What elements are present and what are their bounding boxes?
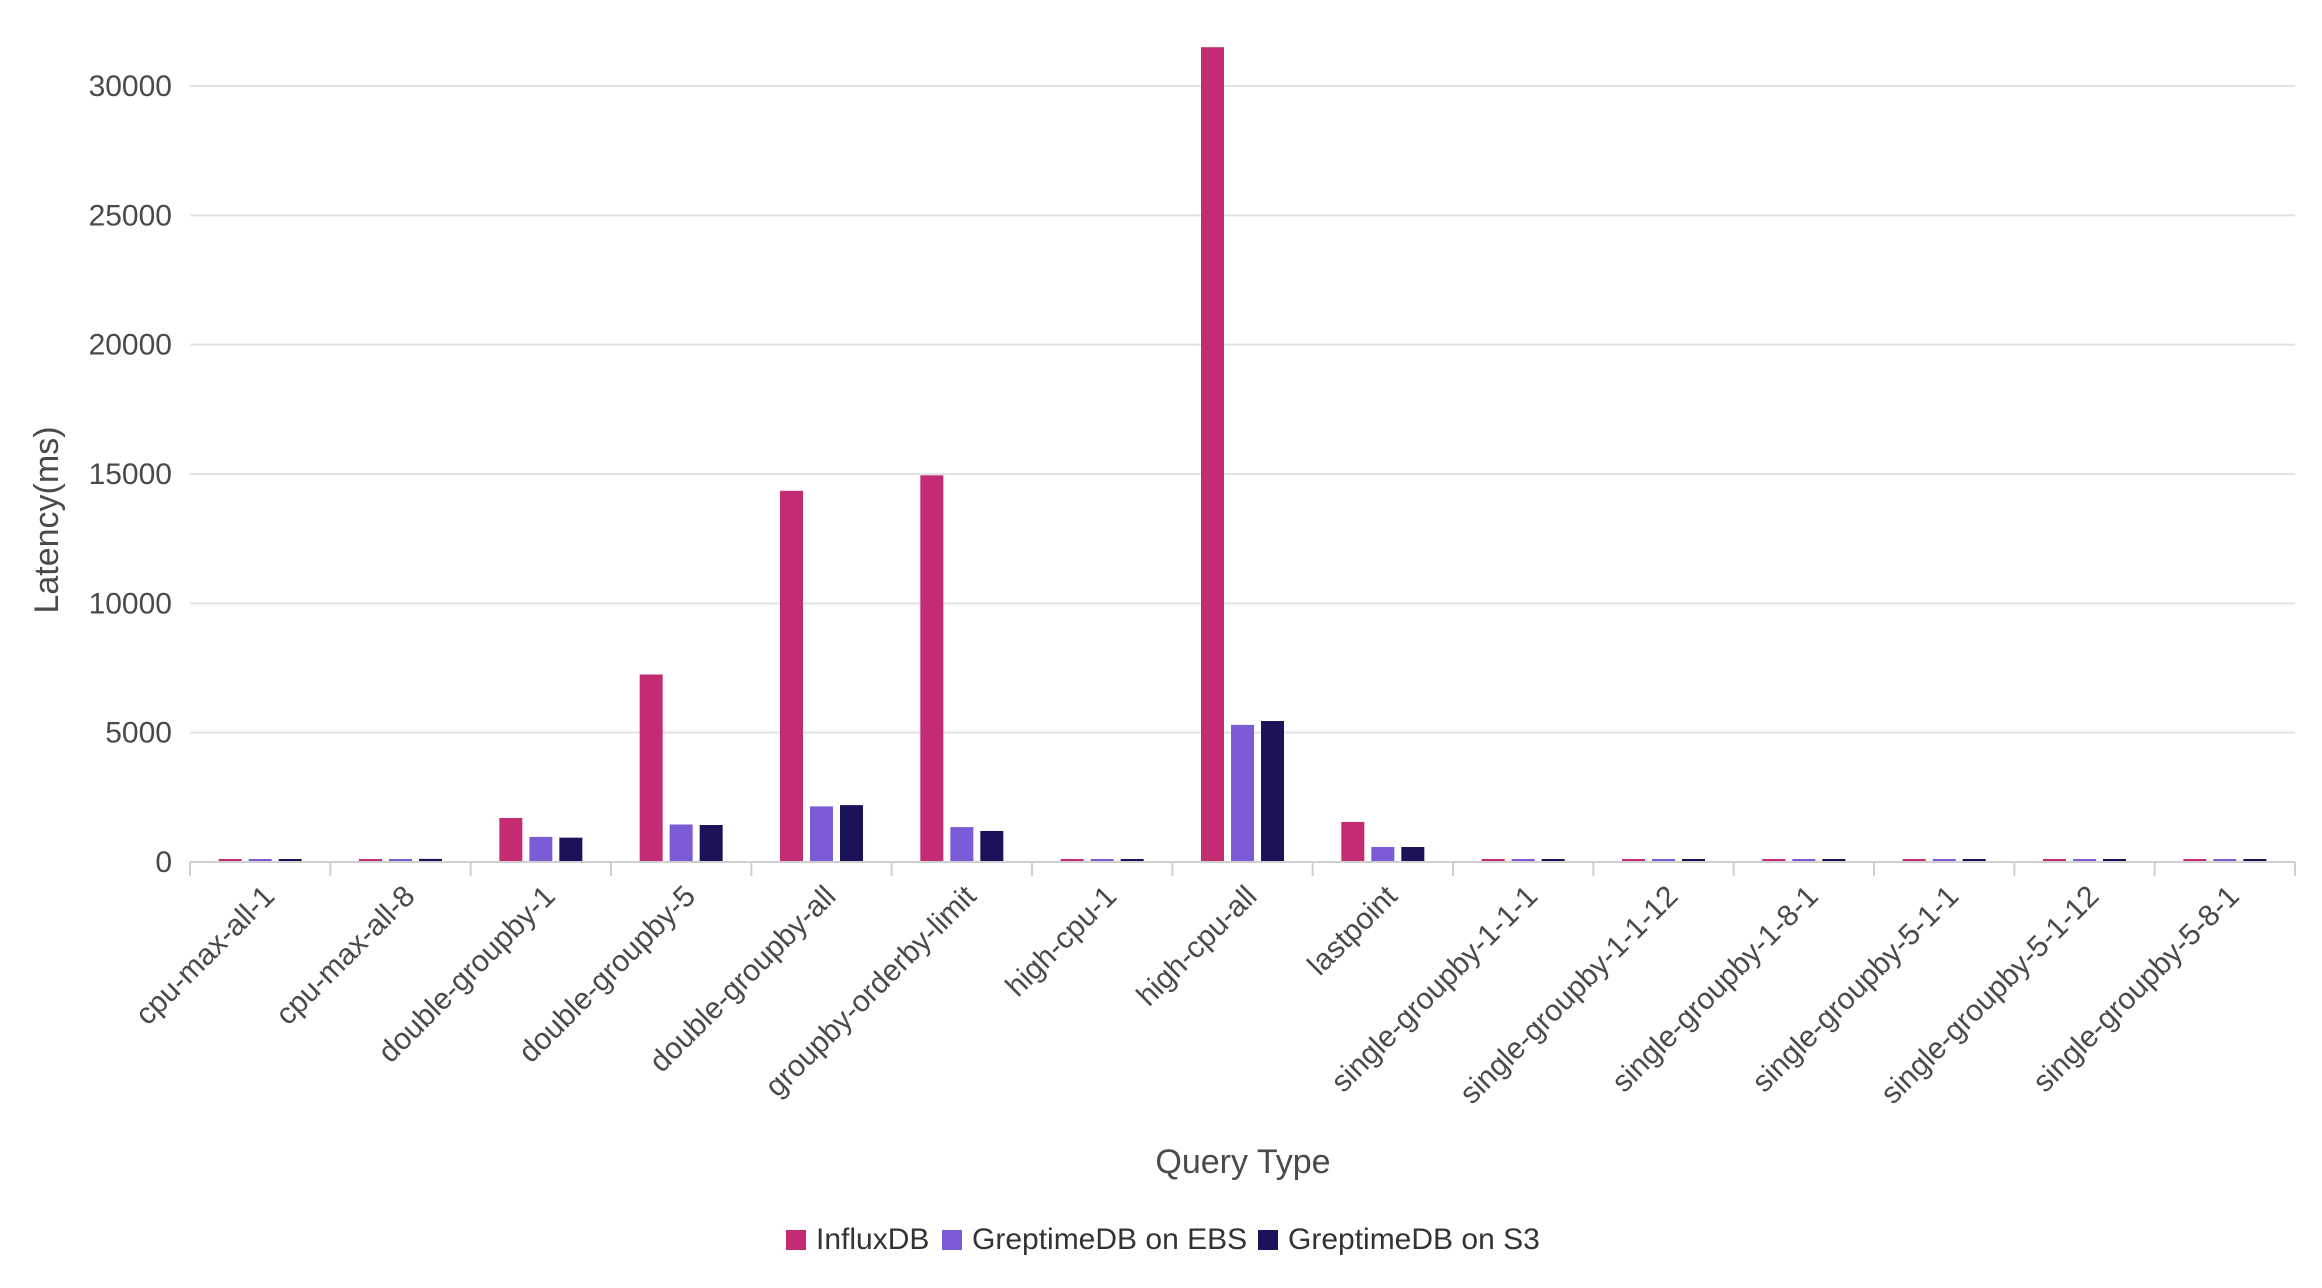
legend: InfluxDB GreptimeDB on EBS GreptimeDB on S… [786,1223,1540,1256]
bar-cpu-max-all-1-3 [278,859,302,862]
bar-double-groupby-1-1 [499,818,523,862]
bar-double-groupby-all-2 [810,806,833,862]
bar-cpu-max-all-8-3 [419,858,442,862]
bar-cpu-max-all-1-2 [248,859,272,862]
y-tick-label: 20000 [89,329,172,362]
bar-double-groupby-5-3 [699,825,723,862]
x-tick-label: high-cpu-1 [1000,880,1124,1004]
x-tick-label: cpu-max-all-8 [270,880,422,1032]
bar-double-groupby-5-1 [639,674,663,862]
bar-high-cpu-all-3 [1261,721,1284,862]
y-tick-label: 0 [155,846,172,879]
y-axis-title: Latency(ms) [28,426,66,613]
bar-high-cpu-1-1 [1060,859,1084,862]
y-tick-label: 30000 [89,70,172,103]
legend-label: GreptimeDB on S3 [1288,1223,1540,1256]
bar-single-groupby-5-8-1-1 [2183,859,2207,862]
bar-groupby-orderby-limit-3 [980,830,1004,862]
legend-swatch [942,1230,962,1250]
bar-high-cpu-all-2 [1231,724,1254,862]
legend-swatch [786,1230,806,1250]
x-tick-label: lastpoint [1301,879,1404,982]
bar-single-groupby-5-1-12-2 [2073,859,2096,862]
bar-single-groupby-5-1-12-1 [2043,859,2066,862]
x-tick-label: high-cpu-all [1130,880,1263,1013]
bars [218,47,2267,862]
bar-double-groupby-5-2 [669,824,693,862]
bar-high-cpu-1-2 [1090,859,1114,862]
x-axis-ticks: cpu-max-all-1cpu-max-all-8double-groupby… [129,862,2296,1110]
bar-single-groupby-1-1-1-1 [1481,859,1505,862]
legend-item-3[interactable]: GreptimeDB on S3 [1258,1223,1540,1256]
gridlines [190,85,2295,734]
bar-cpu-max-all-1-1 [218,859,242,862]
legend-label: InfluxDB [816,1223,929,1256]
bar-double-groupby-1-2 [529,836,553,862]
legend-item-1[interactable]: InfluxDB [786,1223,929,1256]
legend-item-2[interactable]: GreptimeDB on EBS [942,1223,1247,1256]
y-tick-label: 25000 [89,199,172,232]
bar-double-groupby-all-1 [780,490,803,862]
bar-lastpoint-2 [1371,846,1395,862]
bar-single-groupby-1-8-1-2 [1792,859,1816,862]
bar-lastpoint-1 [1341,821,1365,862]
bar-double-groupby-1-3 [559,837,583,862]
bar-single-groupby-1-1-12-1 [1622,859,1645,862]
bar-groupby-orderby-limit-1 [920,475,944,862]
bar-single-groupby-5-1-1-2 [1932,859,1956,862]
bar-single-groupby-1-8-1-3 [1822,859,1846,862]
x-axis-title: Query Type [1155,1143,1330,1181]
bar-single-groupby-5-1-1-3 [1962,859,1986,862]
y-tick-label: 10000 [89,587,172,620]
bar-double-groupby-all-3 [840,805,863,862]
bar-lastpoint-3 [1401,846,1425,862]
bar-single-groupby-5-1-1-1 [1902,859,1926,862]
bar-single-groupby-5-1-12-3 [2103,859,2126,862]
bar-high-cpu-all-1 [1201,47,1224,862]
bar-groupby-orderby-limit-2 [950,827,974,862]
bar-single-groupby-1-8-1-1 [1762,859,1786,862]
bar-single-groupby-5-8-1-3 [2243,859,2267,862]
y-tick-label: 5000 [105,717,172,750]
legend-label: GreptimeDB on EBS [972,1223,1247,1256]
bar-single-groupby-1-1-12-2 [1652,859,1675,862]
y-tick-label: 15000 [89,458,172,491]
x-tick-label: cpu-max-all-1 [129,880,281,1032]
bar-cpu-max-all-8-2 [389,859,412,862]
bar-single-groupby-1-1-12-3 [1682,859,1705,862]
bar-single-groupby-1-1-1-2 [1511,859,1535,862]
legend-swatch [1258,1230,1278,1250]
bar-cpu-max-all-8-1 [359,859,382,862]
bar-single-groupby-1-1-1-3 [1541,859,1565,862]
bar-single-groupby-5-8-1-2 [2213,859,2237,862]
bar-high-cpu-1-3 [1120,859,1144,862]
y-axis-ticks: 0 5000 10000 15000 20000 25000 30000 [89,70,172,879]
